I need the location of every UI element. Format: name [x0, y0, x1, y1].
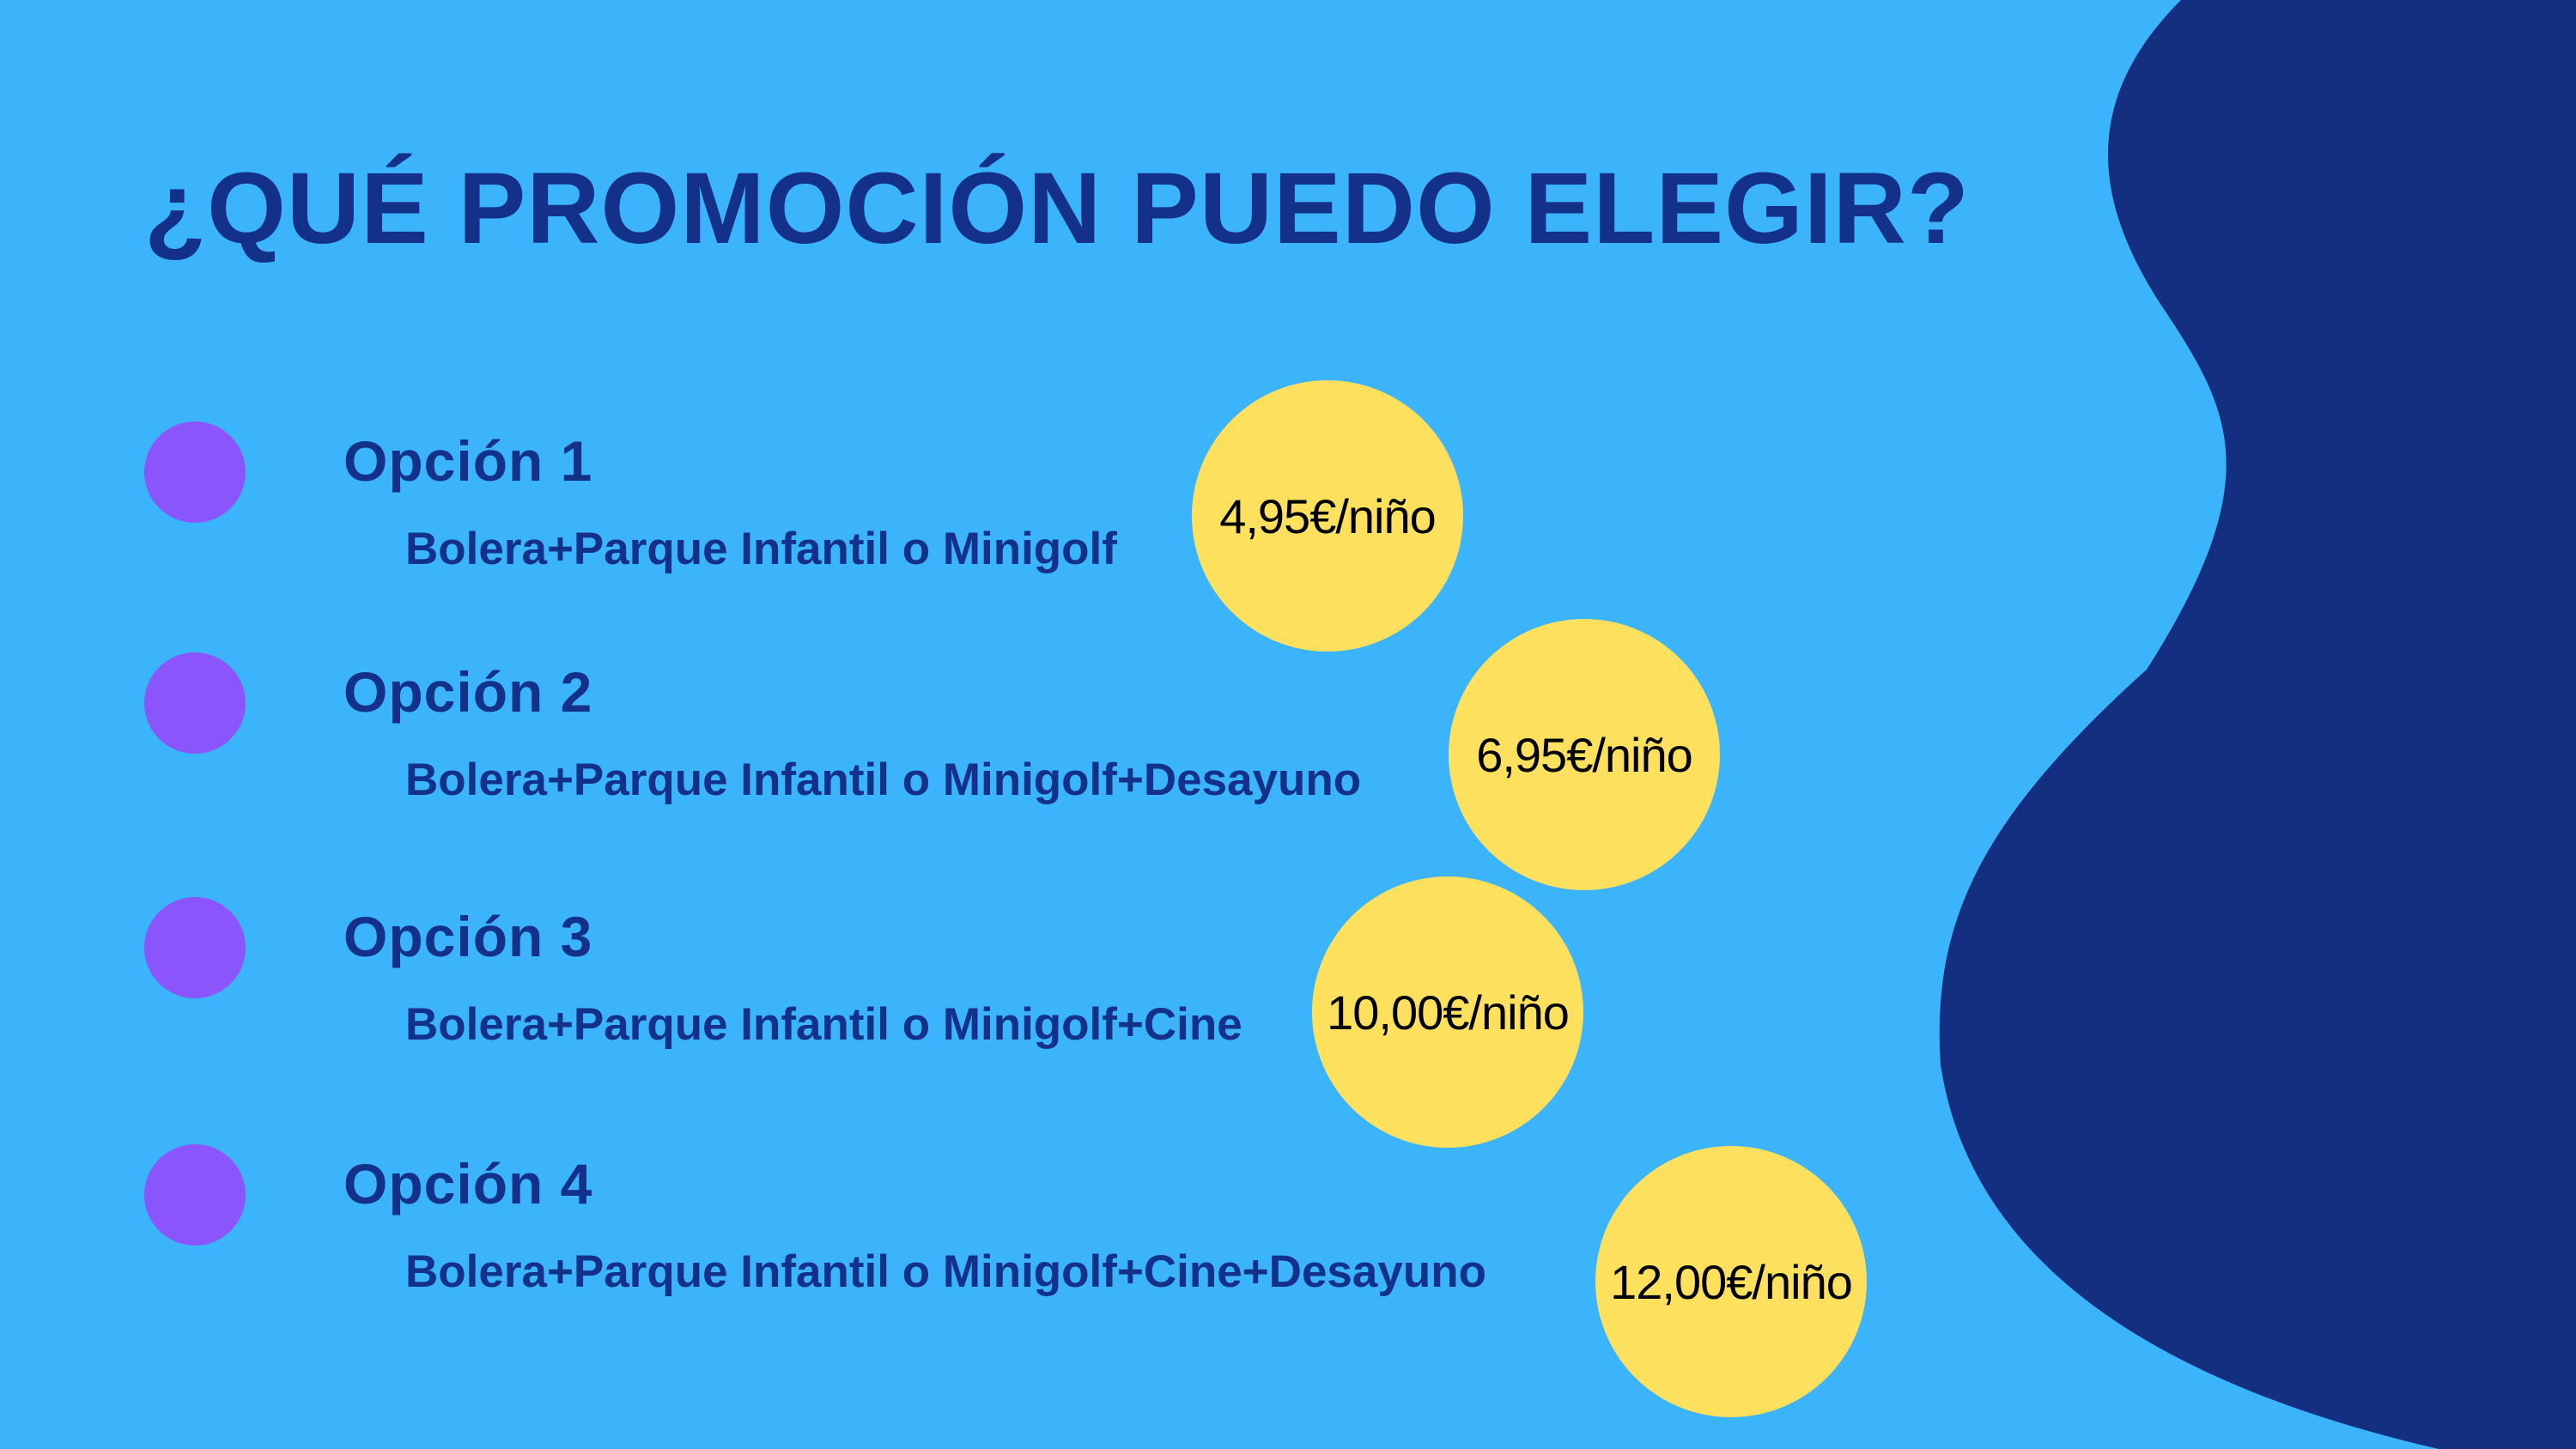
- option-4: Opción 4 Bolera+Parque Infantil o Minigo…: [0, 1144, 2576, 1359]
- bullet-dot: [144, 652, 246, 754]
- bullet-dot: [144, 897, 246, 998]
- option-label: Opción 2: [343, 660, 593, 724]
- price-badge-3: 10,00€/niño: [1312, 876, 1583, 1148]
- option-label: Opción 1: [343, 429, 593, 493]
- bullet-dot: [144, 1144, 246, 1246]
- option-label: Opción 4: [343, 1152, 593, 1216]
- option-description: Bolera+Parque Infantil o Minigolf: [405, 524, 1117, 574]
- option-description: Bolera+Parque Infantil o Minigolf+Cine: [405, 999, 1242, 1050]
- page-title: ¿QUÉ PROMOCIÓN PUEDO ELEGIR?: [144, 152, 1970, 265]
- bullet-dot: [144, 421, 246, 523]
- option-label: Opción 3: [343, 905, 593, 968]
- option-description: Bolera+Parque Infantil o Minigolf+Cine+D…: [405, 1246, 1486, 1297]
- option-2: Opción 2 Bolera+Parque Infantil o Minigo…: [0, 652, 2576, 867]
- option-3: Opción 3 Bolera+Parque Infantil o Minigo…: [0, 897, 2576, 1112]
- price-badge-1: 4,95€/niño: [1192, 380, 1463, 652]
- price-badge-4: 12,00€/niño: [1595, 1146, 1867, 1417]
- option-1: Opción 1 Bolera+Parque Infantil o Minigo…: [0, 421, 2576, 636]
- price-badge-2: 6,95€/niño: [1449, 619, 1720, 890]
- option-description: Bolera+Parque Infantil o Minigolf+Desayu…: [405, 755, 1362, 805]
